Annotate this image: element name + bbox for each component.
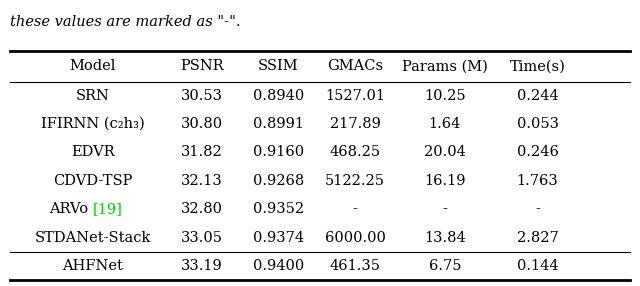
Text: SRN: SRN (76, 89, 109, 103)
Text: 32.13: 32.13 (180, 174, 223, 188)
Text: 16.19: 16.19 (424, 174, 465, 188)
Text: STDANet-Stack: STDANet-Stack (35, 231, 151, 245)
Text: 33.05: 33.05 (180, 231, 223, 245)
Text: -: - (442, 202, 447, 216)
Text: -: - (535, 202, 540, 216)
Text: 20.04: 20.04 (424, 146, 466, 160)
Text: 33.19: 33.19 (180, 259, 223, 273)
Text: 6.75: 6.75 (429, 259, 461, 273)
Text: PSNR: PSNR (180, 59, 223, 74)
Text: 0.9268: 0.9268 (253, 174, 304, 188)
Text: 1.763: 1.763 (516, 174, 559, 188)
Text: 0.9352: 0.9352 (253, 202, 304, 216)
Text: 0.8991: 0.8991 (253, 117, 304, 131)
Text: 30.80: 30.80 (180, 117, 223, 131)
Text: AHFNet: AHFNet (62, 259, 124, 273)
Text: 13.84: 13.84 (424, 231, 466, 245)
Text: 2.827: 2.827 (516, 231, 559, 245)
Text: Params (M): Params (M) (402, 59, 488, 74)
Text: 10.25: 10.25 (424, 89, 466, 103)
Text: 1.64: 1.64 (429, 117, 461, 131)
Text: [19]: [19] (93, 202, 123, 216)
Text: CDVD-TSP: CDVD-TSP (53, 174, 132, 188)
Text: 0.8940: 0.8940 (253, 89, 304, 103)
Text: 32.80: 32.80 (180, 202, 223, 216)
Text: 30.53: 30.53 (180, 89, 223, 103)
Text: 0.144: 0.144 (516, 259, 559, 273)
Text: SSIM: SSIM (258, 59, 299, 74)
Text: Model: Model (70, 59, 116, 74)
Text: 217.89: 217.89 (330, 117, 381, 131)
Text: 5122.25: 5122.25 (325, 174, 385, 188)
Text: 0.9400: 0.9400 (253, 259, 304, 273)
Text: IFIRNN (c₂h₃): IFIRNN (c₂h₃) (41, 117, 145, 131)
Text: 0.246: 0.246 (516, 146, 559, 160)
Text: ARVo: ARVo (49, 202, 93, 216)
Text: 468.25: 468.25 (330, 146, 381, 160)
Text: 0.9160: 0.9160 (253, 146, 304, 160)
Text: GMACs: GMACs (327, 59, 383, 74)
Text: 1527.01: 1527.01 (325, 89, 385, 103)
Text: these values are marked as "-".: these values are marked as "-". (10, 15, 240, 29)
Text: EDVR: EDVR (71, 146, 115, 160)
Text: 0.053: 0.053 (516, 117, 559, 131)
Text: Time(s): Time(s) (509, 59, 566, 74)
Text: 0.9374: 0.9374 (253, 231, 304, 245)
Text: 461.35: 461.35 (330, 259, 381, 273)
Text: -: - (353, 202, 358, 216)
Text: 6000.00: 6000.00 (324, 231, 386, 245)
Text: 0.244: 0.244 (516, 89, 559, 103)
Text: 31.82: 31.82 (180, 146, 223, 160)
